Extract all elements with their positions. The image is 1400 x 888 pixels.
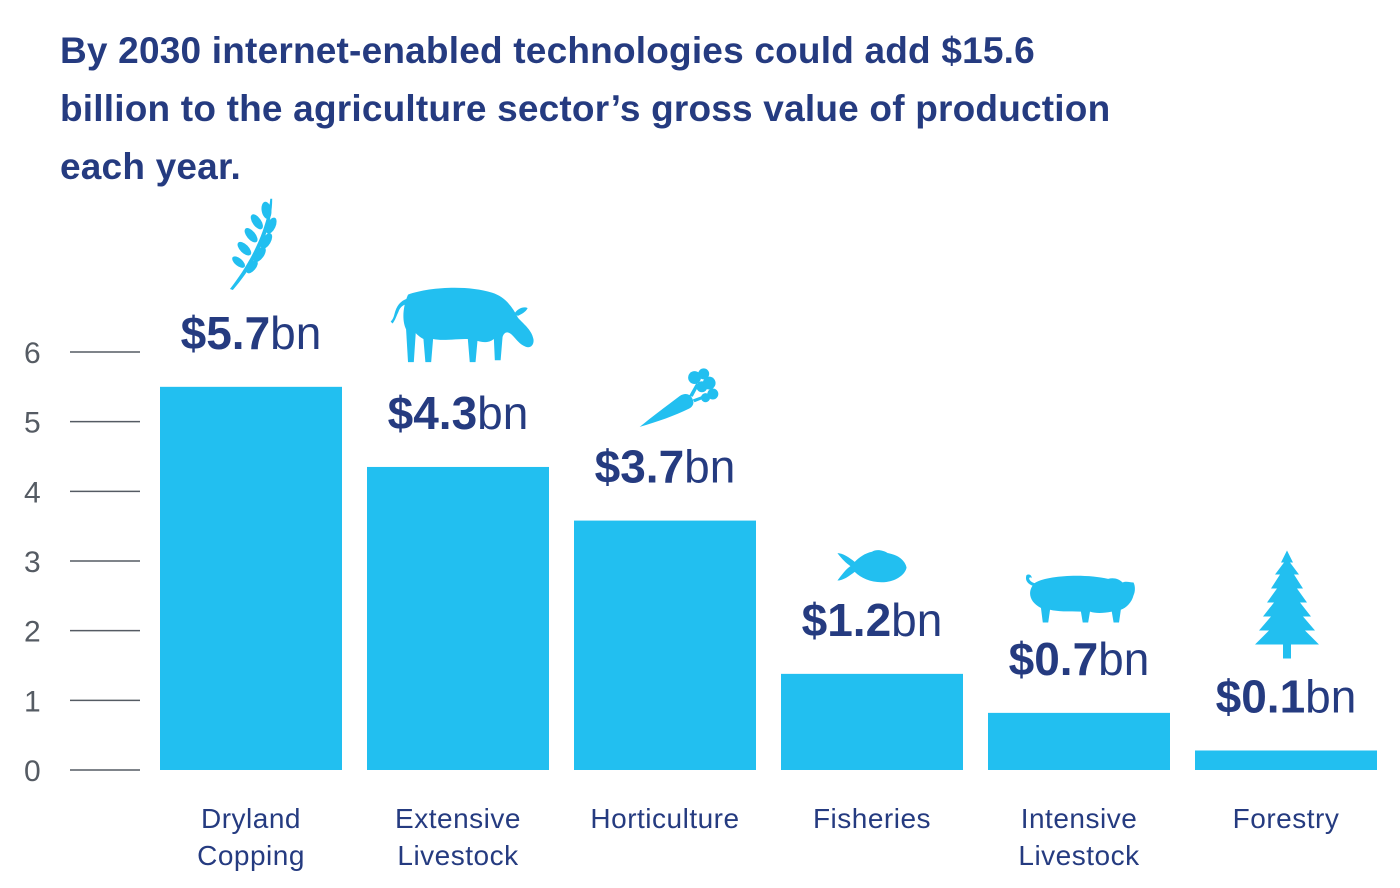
category-labels: Dryland Copping Extensive Livestock Horticul…	[197, 803, 1339, 871]
x-category-label: Forestry	[1233, 803, 1340, 834]
bar-value-unit: bn	[1098, 633, 1149, 685]
x-category-label: Extensive	[395, 803, 521, 834]
bar-value-amount: $5.7	[181, 307, 271, 359]
fish-icon	[837, 550, 907, 583]
bar-value-unit: bn	[1305, 670, 1356, 722]
x-category-label: Intensive	[1021, 803, 1138, 834]
pig-icon	[1025, 574, 1135, 623]
cow-icon	[390, 287, 534, 363]
bar	[574, 520, 756, 770]
bar-value-amount: $0.1	[1216, 670, 1306, 722]
bar-value-label: $5.7bn	[181, 307, 322, 359]
bar-value-unit: bn	[891, 594, 942, 646]
bars	[160, 386, 1377, 770]
x-category-label: Dryland	[201, 803, 301, 834]
x-category-label: Horticulture	[590, 803, 739, 834]
bar-value-label: $0.1bn	[1216, 670, 1357, 722]
bar-value-amount: $0.7	[1009, 633, 1099, 685]
bar-value-label: $4.3bn	[388, 387, 529, 439]
bar-value-unit: bn	[270, 307, 321, 359]
value-labels: $5.7bn$4.3bn$3.7bn$1.2bn$0.7bn$0.1bn	[181, 307, 1357, 723]
tree-icon	[1255, 550, 1319, 659]
y-tick-label: 5	[24, 407, 41, 440]
x-category-label: Copping	[197, 840, 305, 871]
bar-value-label: $1.2bn	[802, 594, 943, 646]
y-tick-label: 4	[24, 476, 41, 509]
wheat-icon	[229, 198, 279, 290]
y-tick-label: 3	[24, 546, 41, 579]
x-category-label: Livestock	[397, 840, 519, 871]
bar	[367, 466, 549, 770]
bar	[988, 712, 1170, 770]
bar	[781, 673, 963, 770]
chart-title: By 2030 internet-enabled technologies co…	[60, 30, 1111, 187]
y-axis: 0 1 2 3 4 5 6	[24, 337, 140, 788]
x-category-label: Livestock	[1018, 840, 1140, 871]
y-tick-label: 2	[24, 616, 41, 649]
bar-value-amount: $1.2	[802, 594, 892, 646]
x-category-label: Fisheries	[813, 803, 931, 834]
bar-value-unit: bn	[684, 441, 735, 493]
carrot-icon	[639, 368, 719, 427]
y-tick-label: 1	[24, 685, 41, 718]
bar	[1195, 750, 1377, 770]
bar	[160, 386, 342, 770]
y-tick-label: 6	[24, 337, 41, 370]
bar-value-amount: $4.3	[388, 387, 478, 439]
y-tick-label: 0	[24, 755, 41, 788]
bar-value-label: $3.7bn	[595, 441, 736, 493]
bar-value-amount: $3.7	[595, 441, 685, 493]
bar-value-label: $0.7bn	[1009, 633, 1150, 685]
bar-value-unit: bn	[477, 387, 528, 439]
